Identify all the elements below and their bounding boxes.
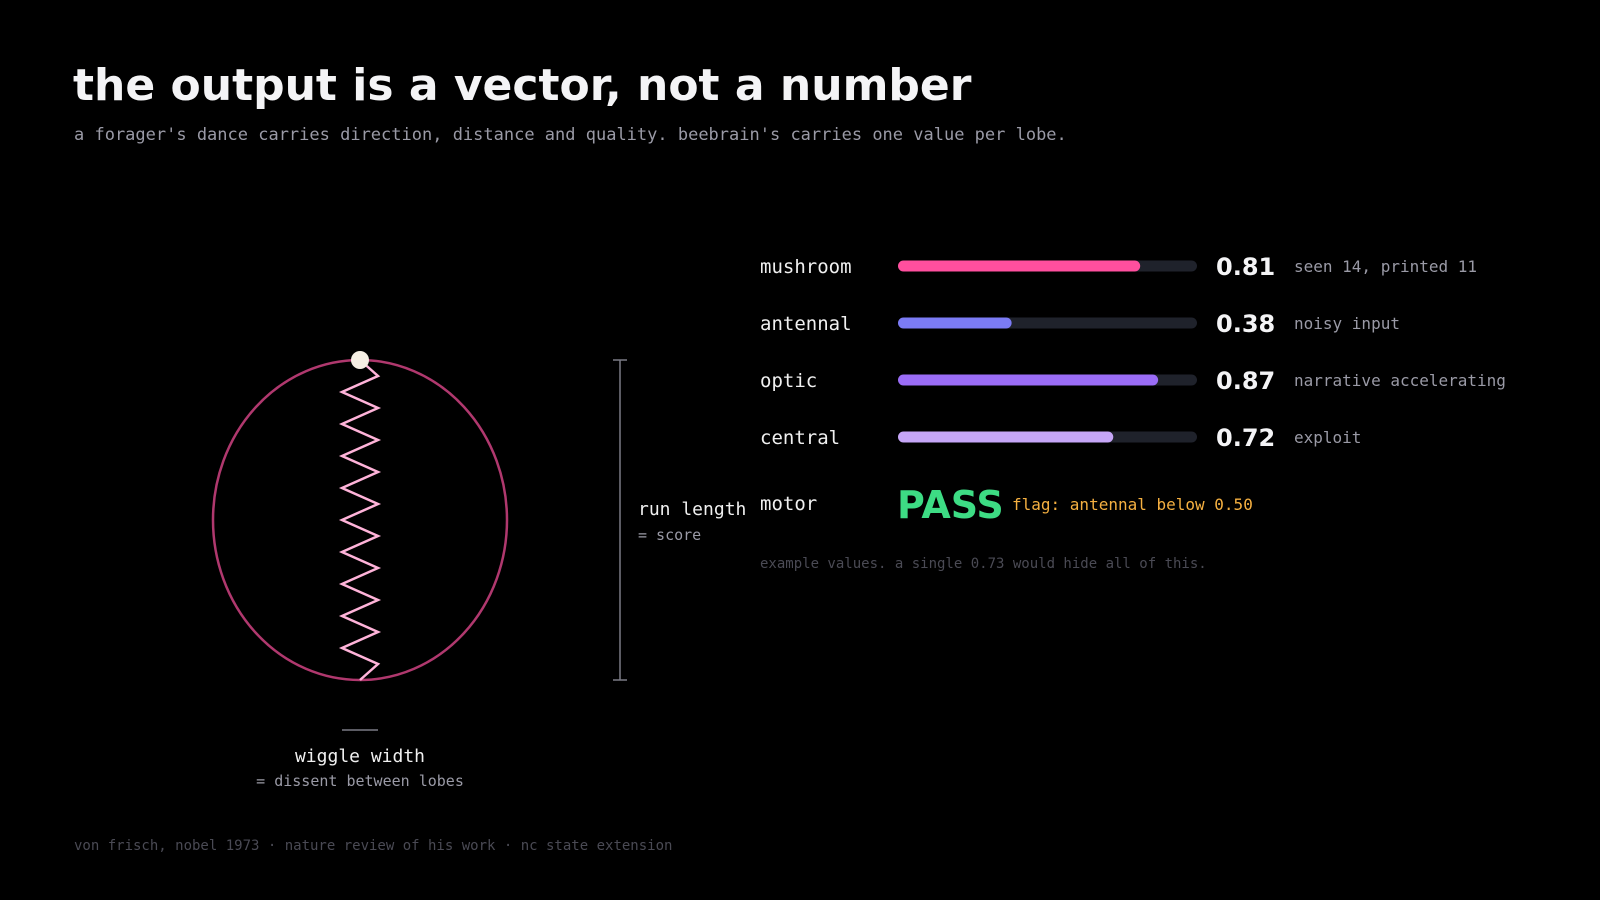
wiggle-label: wiggle width [295,746,425,767]
subtitle: a forager's dance carries direction, dis… [74,125,1067,145]
bar [898,260,1141,272]
lobe-value: 0.81 [1216,253,1275,281]
bar [898,374,1159,386]
lobe-value: 0.38 [1216,310,1275,338]
waggle-run [338,359,382,681]
lobe-note: exploit [1294,428,1361,447]
lobe-note: noisy input [1294,314,1400,333]
lobe-name: central [760,427,840,449]
run-sub: = score [638,526,701,544]
motor-status: PASS [897,483,1004,527]
lobe-value: 0.87 [1216,367,1275,395]
wiggle-sub: = dissent between lobes [256,772,464,790]
lobe-name: mushroom [760,256,852,278]
lobe-name: antennal [760,313,852,335]
footer: von frisch, nobel 1973 · nature review o… [74,838,672,854]
lobe-rows: mushroom 0.81 seen 14, printed 11 antennal 0… [760,253,1506,452]
note: example values. a single 0.73 would hide… [760,556,1207,572]
title: the output is a vector, not a number [73,60,972,111]
lobe-note: narrative accelerating [1294,371,1506,390]
lobe-name: optic [760,370,817,392]
lobe-value: 0.72 [1216,424,1275,452]
bar [898,317,1012,329]
lobe-note: seen 14, printed 11 [1294,257,1477,276]
motor-flag: flag: antennal below 0.50 [1012,495,1253,514]
dance-loop [211,358,509,682]
bee-dot [351,351,369,369]
run-label: run length [638,499,746,520]
bar [898,431,1114,443]
motor-label: motor [760,493,817,515]
